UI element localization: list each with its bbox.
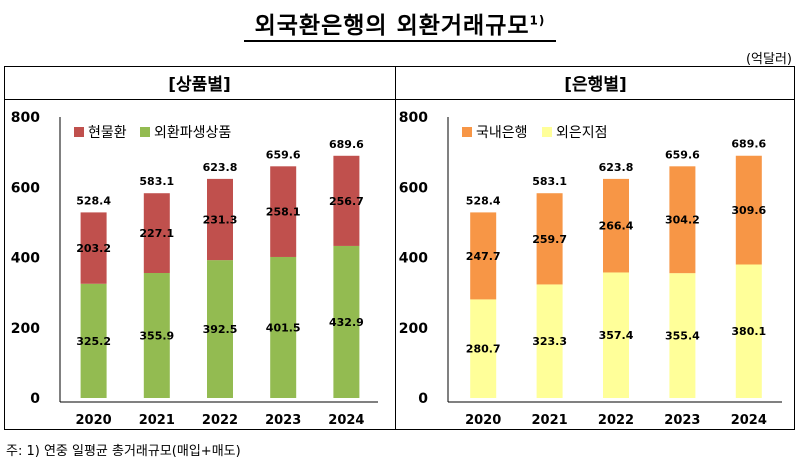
product-bar-bottom <box>333 245 360 398</box>
panel-header-rule <box>4 99 795 100</box>
bank-data-label: 357.4 <box>599 329 634 342</box>
bank-legend-swatch <box>542 127 552 137</box>
bank-data-label: 355.4 <box>665 330 700 343</box>
bank-bar-bottom <box>669 273 696 398</box>
panel-title-bank: [은행별] <box>564 75 627 95</box>
bank-total-label: 659.6 <box>665 148 700 161</box>
bank-data-label: 266.4 <box>599 220 634 233</box>
panel-title-product: [상품별] <box>168 75 231 95</box>
chart-frame <box>4 66 795 430</box>
product-data-label: 432.9 <box>329 316 364 329</box>
bank-bar-top <box>669 166 696 274</box>
product-bar-bottom <box>207 260 233 398</box>
product-x-tick-label: 2022 <box>202 413 238 428</box>
product-bar-bottom <box>270 256 297 398</box>
product-x-tick-label: 2021 <box>139 413 175 428</box>
product-bar-top <box>80 212 107 284</box>
product-x-tick-label: 2020 <box>76 413 112 428</box>
bank-data-label: 323.3 <box>532 335 567 348</box>
product-bar-bottom <box>143 272 170 398</box>
product-bar-top <box>207 178 233 261</box>
product-y-tick-label: 600 <box>11 180 40 196</box>
product-bar-top <box>270 166 297 257</box>
chart-title-footnote-mark: 1) <box>529 13 546 28</box>
product-total-label: 583.1 <box>139 175 174 188</box>
unit-label: (억달러) <box>745 52 792 67</box>
product-data-label: 392.5 <box>203 323 238 336</box>
bank-x-tick-label: 2023 <box>664 413 700 428</box>
bank-bar-bottom <box>603 272 629 398</box>
bank-data-label: 304.2 <box>665 214 700 227</box>
bank-total-label: 623.8 <box>599 161 634 174</box>
bank-bar-bottom <box>735 264 762 398</box>
product-data-label: 401.5 <box>266 321 301 334</box>
title-underline <box>244 40 556 42</box>
bank-bar-top <box>536 193 563 285</box>
bank-bar-top <box>470 212 497 300</box>
bank-x-tick-label: 2024 <box>731 413 767 428</box>
bank-y-tick-label: 400 <box>399 251 428 267</box>
product-legend-swatch <box>74 127 84 137</box>
bank-total-label: 689.6 <box>731 138 766 151</box>
bank-bar-bottom <box>536 284 563 398</box>
bank-data-label: 309.6 <box>731 204 766 217</box>
product-data-label: 325.2 <box>76 335 111 348</box>
panel-divider <box>395 66 396 430</box>
product-data-label: 355.9 <box>139 329 174 342</box>
product-total-label: 659.6 <box>266 148 301 161</box>
bank-data-label: 247.7 <box>466 250 501 263</box>
product-y-tick-label: 0 <box>30 391 40 407</box>
product-x-tick-label: 2023 <box>265 413 301 428</box>
product-data-label: 258.1 <box>266 206 301 219</box>
bank-x-tick-label: 2020 <box>465 413 501 428</box>
bank-data-label: 259.7 <box>532 233 567 246</box>
bank-total-label: 583.1 <box>532 175 567 188</box>
bank-legend-swatch <box>462 127 472 137</box>
product-data-label: 203.2 <box>76 242 111 255</box>
bank-bar-top <box>603 178 629 273</box>
product-y-tick-label: 800 <box>11 110 40 126</box>
bank-x-tick-label: 2022 <box>598 413 634 428</box>
product-bar-top <box>143 193 170 273</box>
bank-bar-top <box>735 155 762 265</box>
product-legend-swatch <box>140 127 150 137</box>
bank-bar-bottom <box>470 299 497 398</box>
product-data-label: 231.3 <box>203 214 238 227</box>
bank-legend-label: 외은지점 <box>556 125 608 141</box>
bank-y-tick-label: 800 <box>399 110 428 126</box>
product-y-tick-label: 200 <box>11 321 40 337</box>
product-legend-label: 외환파생상품 <box>154 125 231 141</box>
bank-data-label: 380.1 <box>731 325 766 338</box>
product-data-label: 227.1 <box>139 227 174 240</box>
product-x-tick-label: 2024 <box>328 413 364 428</box>
bank-total-label: 528.4 <box>466 194 501 207</box>
bank-data-label: 280.7 <box>466 343 501 356</box>
chart-title-text: 외국환은행의 외환거래규모 <box>254 13 530 39</box>
bank-y-tick-label: 600 <box>399 180 428 196</box>
bank-x-tick-label: 2021 <box>532 413 568 428</box>
bank-y-tick-label: 0 <box>418 391 428 407</box>
footnote: 주: 1) 연중 일평균 총거래규모(매입+매도) <box>6 444 241 459</box>
product-total-label: 623.8 <box>203 161 238 174</box>
product-bar-bottom <box>80 283 107 398</box>
product-total-label: 689.6 <box>329 138 364 151</box>
product-data-label: 256.7 <box>329 195 364 208</box>
chart-title: 외국환은행의 외환거래규모1) <box>0 6 800 40</box>
bank-legend-label: 국내은행 <box>476 125 528 141</box>
product-bar-top <box>333 155 360 246</box>
product-total-label: 528.4 <box>76 194 111 207</box>
product-legend-label: 현물환 <box>88 125 127 141</box>
bank-y-tick-label: 200 <box>399 321 428 337</box>
product-y-tick-label: 400 <box>11 251 40 267</box>
